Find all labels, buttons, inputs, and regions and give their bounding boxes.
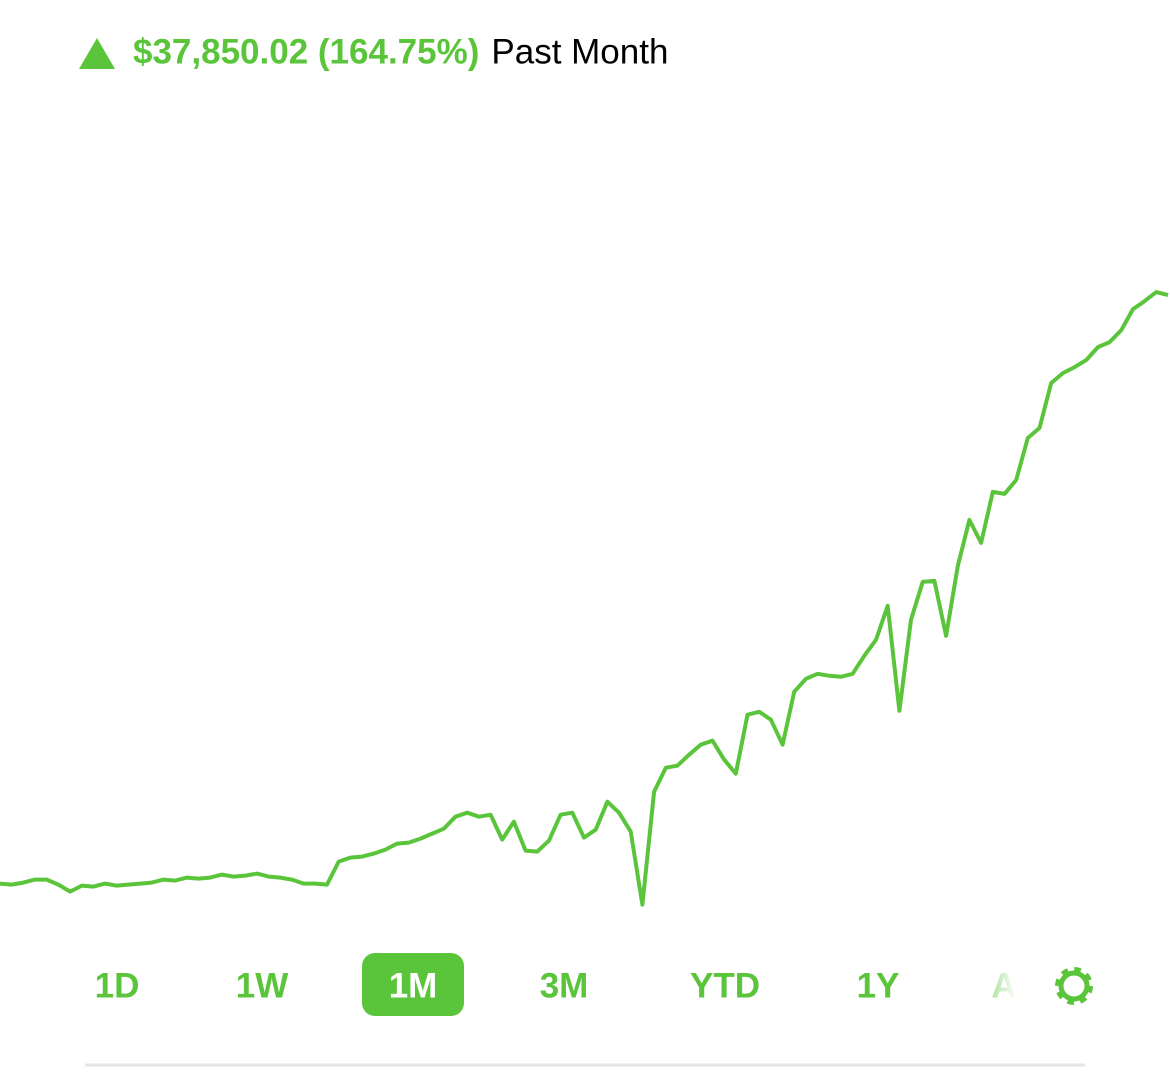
chart [0, 290, 1169, 907]
range-tab[interactable]: A [991, 966, 1016, 1005]
range-tab[interactable]: 1W [236, 966, 289, 1005]
period: Past Month [491, 32, 668, 71]
price-line [0, 290, 1169, 907]
range-tab[interactable]: 3M [540, 966, 589, 1005]
range-tab[interactable]: 1D [95, 966, 140, 1005]
selected-pill [362, 953, 464, 1016]
gear-ring [1058, 970, 1090, 1002]
gain: $37,850.02 (164.75%) [133, 32, 479, 71]
range-tab[interactable]: 1Y [857, 966, 900, 1005]
range-tab[interactable]: YTD [690, 966, 760, 1005]
up-arrow [79, 38, 115, 69]
range-tab[interactable]: 1M [389, 966, 438, 1005]
settings-gear[interactable] [1055, 967, 1093, 1005]
range-tabs: 1D 1W 1M 3M YTD 1Y A [95, 953, 1017, 1016]
